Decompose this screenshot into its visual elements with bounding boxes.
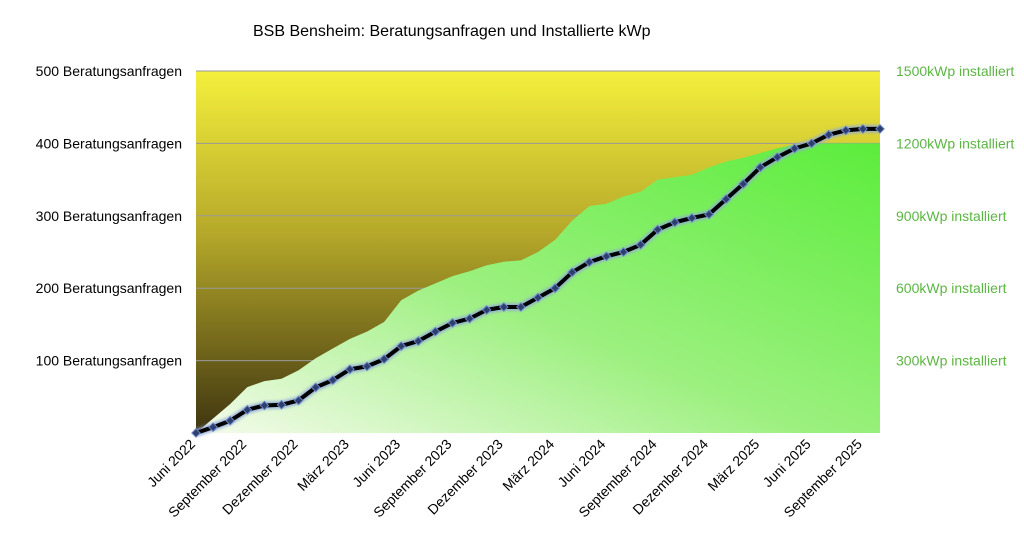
data-point-marker bbox=[276, 399, 287, 410]
y-right-tick-label: 900kWp installiert bbox=[896, 208, 1007, 224]
y-left-tick-label: 500 Beratungsanfragen bbox=[36, 63, 182, 79]
data-point-marker bbox=[738, 179, 749, 189]
data-point-marker bbox=[772, 152, 783, 163]
y-right-tick-label: 600kWp installiert bbox=[896, 280, 1007, 296]
data-point-marker bbox=[379, 354, 390, 365]
data-point-marker bbox=[362, 361, 372, 372]
data-point-marker bbox=[806, 138, 817, 149]
data-point-marker bbox=[567, 267, 578, 278]
data-point-marker bbox=[498, 302, 509, 312]
y-left-tick-label: 400 Beratungsanfragen bbox=[36, 135, 182, 151]
data-point-marker bbox=[464, 313, 475, 324]
y-left-tick-label: 300 Beratungsanfragen bbox=[36, 208, 182, 224]
data-point-marker bbox=[618, 247, 629, 257]
data-point-marker bbox=[857, 124, 868, 134]
data-point-marker bbox=[293, 395, 304, 406]
x-tick-label: März 2024 bbox=[499, 436, 557, 494]
data-point-marker bbox=[755, 162, 766, 173]
data-point-marker bbox=[669, 217, 680, 228]
data-point-marker bbox=[721, 194, 732, 205]
data-point-marker bbox=[823, 129, 834, 140]
y-axis-left: 100 Beratungsanfragen 200 Beratungsanfrag… bbox=[36, 63, 182, 369]
data-point-marker bbox=[191, 428, 201, 438]
data-point-marker bbox=[840, 125, 851, 136]
y-left-tick-label: 100 Beratungsanfragen bbox=[36, 353, 182, 369]
data-point-marker bbox=[225, 415, 236, 426]
x-tick-label: März 2025 bbox=[704, 436, 762, 494]
chart-title: BSB Bensheim: Beratungsanfragen und Inst… bbox=[253, 23, 651, 40]
data-point-marker bbox=[686, 213, 697, 223]
data-point-marker bbox=[327, 375, 338, 386]
inquiries-markers bbox=[191, 124, 885, 438]
x-tick-label: Juni 2023 bbox=[349, 436, 403, 490]
data-point-marker bbox=[413, 336, 424, 346]
data-point-marker bbox=[430, 326, 441, 337]
data-point-marker bbox=[310, 382, 321, 393]
data-point-marker bbox=[635, 239, 646, 250]
y-right-tick-label: 1500kWp installiert bbox=[896, 63, 1014, 79]
y-left-tick-label: 200 Beratungsanfragen bbox=[36, 280, 182, 296]
data-point-marker bbox=[447, 318, 458, 328]
data-point-marker bbox=[550, 283, 561, 294]
data-point-marker bbox=[704, 209, 714, 220]
data-point-marker bbox=[601, 251, 612, 262]
x-tick-label: März 2023 bbox=[294, 436, 352, 494]
data-point-marker bbox=[533, 292, 543, 303]
data-point-marker bbox=[875, 124, 885, 134]
data-point-marker bbox=[242, 404, 253, 415]
data-point-marker bbox=[652, 224, 663, 235]
data-point-marker bbox=[396, 341, 407, 352]
data-point-marker bbox=[208, 422, 219, 433]
data-point-marker bbox=[789, 143, 800, 154]
data-point-marker bbox=[515, 302, 526, 312]
x-tick-label: Juni 2024 bbox=[554, 436, 608, 490]
data-point-marker bbox=[259, 400, 270, 411]
data-point-marker bbox=[344, 364, 355, 375]
x-tick-label: Juni 2025 bbox=[759, 436, 813, 490]
data-point-marker bbox=[584, 257, 595, 268]
y-axis-right: 300kWp installiert 600kWp installiert 900k… bbox=[896, 63, 1014, 369]
data-point-marker bbox=[481, 305, 492, 315]
x-tick-label: Juni 2022 bbox=[144, 436, 198, 490]
y-right-tick-label: 1200kWp installiert bbox=[896, 135, 1014, 151]
y-right-tick-label: 300kWp installiert bbox=[896, 353, 1007, 369]
